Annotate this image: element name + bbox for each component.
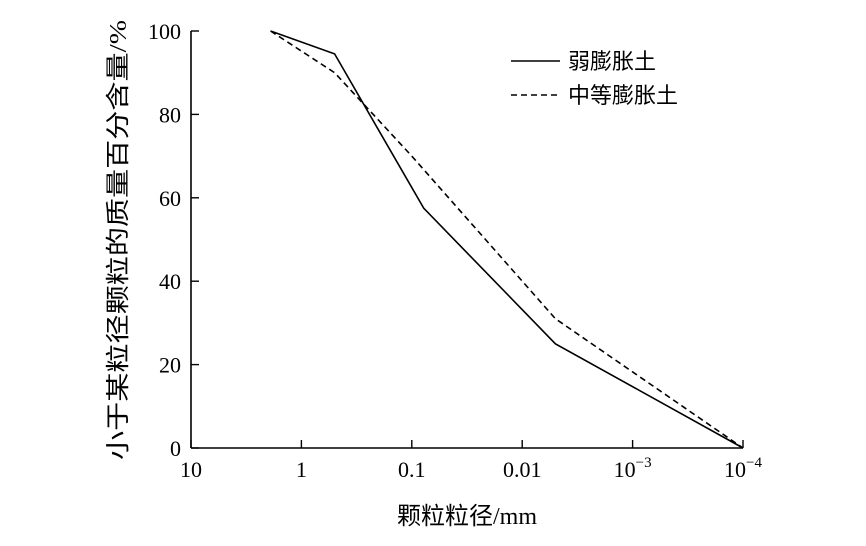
x-tick-label: 10−3 — [614, 455, 652, 482]
x-tick-label: 0.01 — [503, 457, 542, 482]
y-tick-label: 0 — [170, 436, 181, 461]
series-line-2 — [270, 30, 744, 449]
y-axis-title: 小于某粒径颗粒的质量百分含量/% — [105, 20, 132, 460]
series-line-1 — [270, 30, 744, 449]
y-tick-label: 60 — [159, 186, 181, 211]
legend-label-2: 中等膨胀土 — [568, 83, 678, 108]
x-tick-label: 10−4 — [724, 455, 762, 482]
y-tick-label: 40 — [159, 269, 181, 294]
x-axis-title: 颗粒粒径/mm — [397, 503, 537, 530]
x-tick-label: 0.1 — [398, 457, 426, 482]
y-tick-label: 100 — [148, 19, 181, 44]
axes — [190, 31, 743, 449]
series-lines — [270, 30, 744, 449]
y-axis-ticks: 0 20 40 60 80 100 — [148, 19, 199, 461]
x-tick-label: 10 — [180, 457, 202, 482]
x-tick-label: 1 — [296, 457, 307, 482]
x-axis-ticks: 10 1 0.1 0.01 10−3 10−4 — [180, 440, 762, 482]
y-tick-label: 80 — [159, 102, 181, 127]
y-tick-label: 20 — [159, 353, 181, 378]
legend-label-1: 弱膨胀土 — [568, 49, 656, 74]
